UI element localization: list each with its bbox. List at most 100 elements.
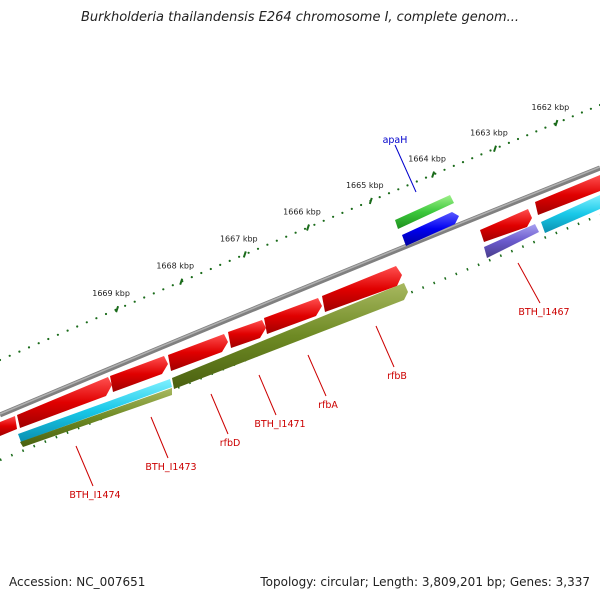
scale-minor-tick — [275, 239, 278, 242]
scale-minor-tick — [162, 288, 165, 291]
scale-minor-tick — [378, 196, 381, 199]
feature-apah-green — [395, 195, 454, 229]
scale-tick-label: 1664 kbp — [408, 155, 446, 164]
scale-minor-tick — [461, 161, 465, 164]
scale-minor-tick — [471, 157, 474, 160]
feature-fwd-3 — [168, 334, 228, 371]
scale-minor-tick — [313, 223, 316, 226]
leader-apah — [394, 144, 417, 193]
feature-fwd-8 — [535, 175, 600, 215]
scale-minor-tick — [507, 141, 510, 144]
scale-minor-tick — [209, 267, 212, 271]
feature-fwd-7 — [480, 209, 532, 242]
map-title: Burkholderia thailandensis E264 chromoso… — [80, 10, 520, 25]
scale-minor-tick — [341, 211, 344, 214]
feature-btu-i1474-fwd — [0, 416, 17, 436]
label-bth-i1473: BTH_I1473 — [145, 462, 196, 473]
scale-minor-tick — [85, 321, 88, 324]
scale-minor-tick — [47, 337, 50, 341]
scale-minor-tick — [294, 231, 297, 234]
scale-minor-tick — [8, 354, 11, 357]
scale-minor-tick — [350, 207, 353, 210]
scale-minor-tick — [303, 227, 307, 230]
scale-major-tick — [115, 305, 120, 313]
scale-tick-label: 1662 kbp — [532, 103, 570, 112]
feature-rev-olive-1 — [20, 388, 172, 447]
feature-fwd-5 — [264, 298, 322, 334]
scale-minor-tick — [443, 168, 446, 171]
scale-major-tick — [242, 251, 247, 258]
scale-minor-tick — [571, 115, 574, 118]
feature-fwd-2 — [110, 356, 168, 392]
scale-minor-tick — [285, 235, 288, 238]
feature-rev-cyan-1 — [18, 379, 172, 442]
leader-bth-i1467 — [517, 262, 541, 304]
scale-minor-tick — [143, 296, 146, 299]
scale-minor-tick — [104, 312, 108, 316]
scale-minor-tick — [66, 329, 69, 332]
scale-minor-tick — [516, 137, 520, 141]
scale-minor-tick — [219, 263, 222, 266]
leader-rfbd — [210, 393, 229, 435]
leader-rfbb — [375, 325, 395, 368]
scale-minor-tick — [452, 164, 455, 167]
label-bth-i1471: BTH_I1471 — [254, 419, 305, 430]
scale-tick-label: 1666 kbp — [283, 208, 321, 217]
scale-minor-tick — [535, 130, 538, 133]
scale-minor-tick — [434, 172, 437, 175]
scale-minor-tick — [56, 333, 60, 336]
label-apah: apaH — [383, 135, 408, 146]
feature-fwd-4 — [228, 320, 266, 348]
scale-minor-tick — [322, 219, 325, 222]
scale-minor-tick — [152, 292, 155, 295]
accession-text: Accession: NC_007651 — [9, 575, 146, 589]
leader-bth-i1474 — [75, 445, 94, 487]
leader-rfba — [307, 354, 327, 397]
feature-fwd-6 — [322, 266, 402, 312]
scale-minor-tick — [171, 284, 174, 287]
label-bth-i1474: BTH_I1474 — [69, 490, 120, 501]
scale-minor-tick — [406, 184, 409, 187]
scale-minor-tick — [387, 192, 391, 195]
scale-major-tick — [179, 278, 184, 286]
scale-minor-tick — [498, 145, 501, 148]
scale-major-tick — [493, 145, 497, 153]
scale-minor-tick — [562, 119, 565, 122]
scale-minor-tick — [76, 325, 79, 328]
scale-minor-tick — [238, 255, 241, 258]
scale-minor-tick — [124, 304, 127, 307]
feature-rev-purple — [484, 224, 539, 258]
scale-minor-tick — [544, 126, 547, 129]
scale-tick-label: 1667 kbp — [220, 234, 258, 243]
leader-bth-i1471 — [258, 374, 277, 416]
scale-minor-tick — [95, 317, 98, 320]
feature-apah-blue — [402, 212, 459, 246]
scale-minor-tick — [27, 346, 31, 349]
topology-summary: Topology: circular; Length: 3,809,201 bp… — [260, 575, 590, 589]
scale-minor-tick — [415, 180, 418, 183]
scale-minor-tick — [256, 247, 260, 250]
genome-backbone — [0, 165, 600, 418]
scale-minor-tick — [247, 251, 250, 254]
scale-minor-tick — [37, 342, 40, 345]
label-rfbd: rfbD — [220, 438, 241, 449]
label-bth-i1467: BTH_I1467 — [518, 307, 569, 318]
label-rfbb: rfbB — [387, 371, 407, 382]
label-leaders — [75, 144, 541, 487]
scale-minor-tick — [190, 276, 193, 279]
scale-minor-tick — [18, 350, 21, 353]
scale-minor-tick — [489, 149, 492, 152]
feature-rev-olive-2 — [172, 283, 408, 389]
scale-minor-tick — [0, 358, 2, 362]
scale-minor-tick — [266, 243, 269, 246]
scale-major-tick — [306, 224, 310, 231]
scale-minor-tick — [480, 153, 483, 156]
scale-tick-label: 1663 kbp — [470, 129, 508, 138]
scale-tick-label: 1669 kbp — [92, 289, 130, 298]
scale-minor-tick — [360, 203, 363, 207]
scale-minor-tick — [580, 111, 584, 114]
scale-minor-tick — [526, 134, 529, 137]
scale-major-tick — [431, 171, 436, 178]
